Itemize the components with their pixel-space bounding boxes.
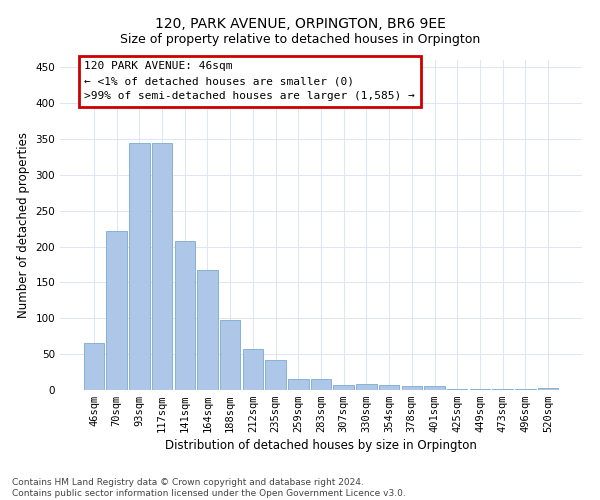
Bar bbox=[175, 241, 195, 390]
Bar bbox=[334, 385, 354, 390]
Bar bbox=[242, 349, 263, 390]
Bar bbox=[84, 344, 104, 390]
X-axis label: Distribution of detached houses by size in Orpington: Distribution of detached houses by size … bbox=[165, 440, 477, 452]
Bar bbox=[106, 230, 127, 390]
Bar bbox=[311, 379, 331, 390]
Bar bbox=[379, 385, 400, 390]
Bar bbox=[538, 388, 558, 390]
Bar bbox=[356, 384, 377, 390]
Bar bbox=[129, 142, 149, 390]
Text: 120, PARK AVENUE, ORPINGTON, BR6 9EE: 120, PARK AVENUE, ORPINGTON, BR6 9EE bbox=[155, 18, 445, 32]
Bar bbox=[265, 360, 286, 390]
Bar bbox=[401, 386, 422, 390]
Text: 120 PARK AVENUE: 46sqm
← <1% of detached houses are smaller (0)
>99% of semi-det: 120 PARK AVENUE: 46sqm ← <1% of detached… bbox=[85, 62, 415, 101]
Bar bbox=[288, 379, 308, 390]
Text: Contains HM Land Registry data © Crown copyright and database right 2024.
Contai: Contains HM Land Registry data © Crown c… bbox=[12, 478, 406, 498]
Text: Size of property relative to detached houses in Orpington: Size of property relative to detached ho… bbox=[120, 32, 480, 46]
Bar bbox=[424, 386, 445, 390]
Bar bbox=[197, 270, 218, 390]
Bar bbox=[220, 320, 241, 390]
Bar bbox=[152, 142, 172, 390]
Y-axis label: Number of detached properties: Number of detached properties bbox=[17, 132, 30, 318]
